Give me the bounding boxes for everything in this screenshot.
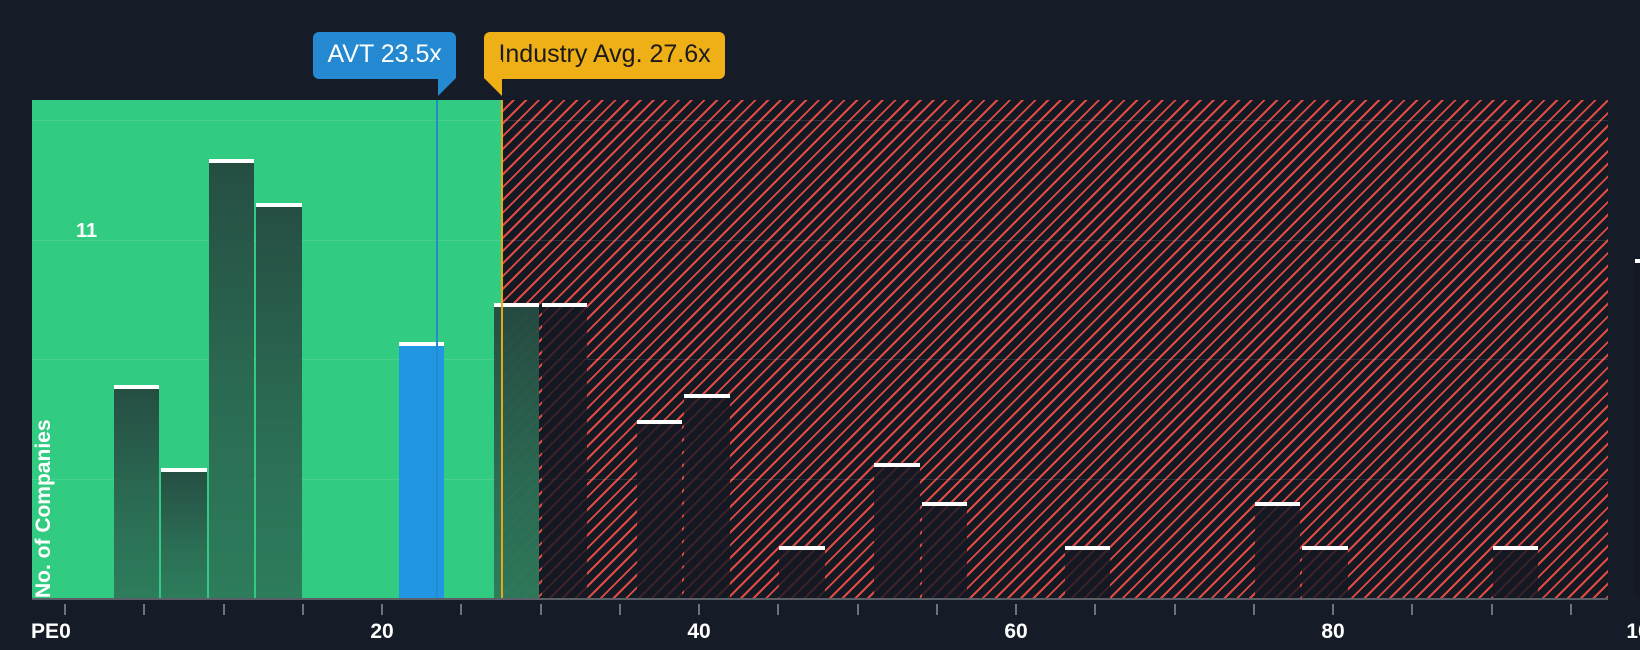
callout-tail xyxy=(437,59,456,96)
x-axis-tick-label: 60 xyxy=(1004,620,1028,643)
x-axis-tick-minor xyxy=(1569,604,1572,615)
bar[interactable] xyxy=(1064,545,1111,598)
bar-cap xyxy=(921,502,968,507)
bar[interactable] xyxy=(1492,545,1539,598)
bar[interactable] xyxy=(1635,259,1640,598)
x-axis-tick-minor xyxy=(143,604,146,615)
bar-cap xyxy=(1492,545,1539,550)
bar[interactable] xyxy=(874,463,920,598)
bar-body xyxy=(161,470,207,598)
marker-line-industry xyxy=(501,100,504,598)
bar[interactable] xyxy=(636,419,683,598)
bar-body xyxy=(636,422,683,598)
x-axis-tick xyxy=(1015,604,1017,615)
bar[interactable] xyxy=(921,502,968,598)
bar-body xyxy=(541,305,588,598)
x-axis-tick-label: 0 xyxy=(59,620,71,643)
bar[interactable] xyxy=(1254,502,1301,598)
x-axis-tick-label: 100+ xyxy=(1626,620,1640,643)
bar-cap xyxy=(636,419,683,424)
zone-overvalued xyxy=(502,100,1608,598)
x-axis-tick-minor xyxy=(539,604,542,615)
bar-cap xyxy=(874,463,920,468)
x-axis-tick xyxy=(698,604,700,615)
bar[interactable] xyxy=(113,385,160,598)
bar-body xyxy=(684,396,730,598)
x-axis-tick-minor xyxy=(1173,604,1176,615)
bar-body xyxy=(874,466,920,598)
bar-cap xyxy=(256,202,302,207)
gridline xyxy=(32,359,1608,360)
x-axis-tick xyxy=(64,604,66,615)
bar-cap xyxy=(398,341,445,346)
bar-body xyxy=(1635,262,1640,598)
callout-label: AVT 23.5x xyxy=(327,40,442,68)
bar-cap xyxy=(161,467,207,472)
bar-body xyxy=(1492,548,1539,598)
x-axis-line xyxy=(32,598,1608,600)
x-axis-tick xyxy=(381,604,383,615)
bar-body xyxy=(1254,505,1301,598)
bar[interactable] xyxy=(779,545,825,598)
marker-line-avt xyxy=(436,100,439,598)
bar[interactable] xyxy=(684,393,730,598)
x-axis-tick-minor xyxy=(935,604,938,615)
callout-tail xyxy=(484,59,503,96)
bar-body xyxy=(1302,548,1348,598)
gridline xyxy=(32,120,1608,121)
x-axis: 0 20 40 60 80 100+ xyxy=(32,598,1640,650)
bar-cap xyxy=(1635,259,1640,264)
x-axis-tick-minor xyxy=(1411,604,1414,615)
x-axis-tick-label: 80 xyxy=(1321,620,1345,643)
x-axis-tick-minor xyxy=(618,604,621,615)
callout-avt[interactable]: AVT 23.5x xyxy=(313,32,456,96)
bar[interactable] xyxy=(1302,545,1348,598)
bar[interactable] xyxy=(161,467,207,598)
bar-cap xyxy=(1302,545,1348,550)
bar-cap xyxy=(541,302,588,307)
bar-body xyxy=(779,548,825,598)
bar-cap xyxy=(208,159,255,164)
x-axis-tick-label: 40 xyxy=(687,620,711,643)
x-axis-tick-minor xyxy=(301,604,304,615)
callout-label: Industry Avg. 27.6x xyxy=(498,40,711,68)
gridline xyxy=(32,240,1608,241)
x-axis-tick xyxy=(1332,604,1334,615)
plot-area: 11 No. of Companies xyxy=(32,100,1640,598)
bar-body xyxy=(256,205,302,598)
x-axis-tick-minor xyxy=(856,604,859,615)
x-axis-tick-minor xyxy=(1094,604,1097,615)
x-axis-tick-minor xyxy=(460,604,463,615)
callout-industry[interactable]: Industry Avg. 27.6x xyxy=(484,32,725,96)
bar-body xyxy=(208,162,255,598)
bar-body xyxy=(113,388,160,598)
x-axis-tick-minor xyxy=(222,604,225,615)
y-max-value-label: 11 xyxy=(76,220,98,242)
bar-cap xyxy=(493,302,540,307)
bar-cap xyxy=(113,385,160,390)
bar[interactable] xyxy=(208,159,255,598)
bar-body xyxy=(921,505,968,598)
bar-cap xyxy=(1254,502,1301,507)
x-axis-title: PE xyxy=(31,620,60,643)
x-axis-tick-minor xyxy=(1490,604,1493,615)
x-axis-tick-label: 20 xyxy=(370,620,394,643)
x-axis-tick-minor xyxy=(1252,604,1255,615)
gridline xyxy=(32,479,1608,480)
bar-cap xyxy=(779,545,825,550)
bar-cap xyxy=(684,393,730,398)
bar[interactable] xyxy=(256,202,302,598)
x-axis-tick-minor xyxy=(777,604,780,615)
bar[interactable] xyxy=(541,302,588,598)
bar-cap xyxy=(1064,545,1111,550)
bar-body xyxy=(1064,548,1111,598)
y-axis-title: No. of Companies xyxy=(32,419,55,598)
